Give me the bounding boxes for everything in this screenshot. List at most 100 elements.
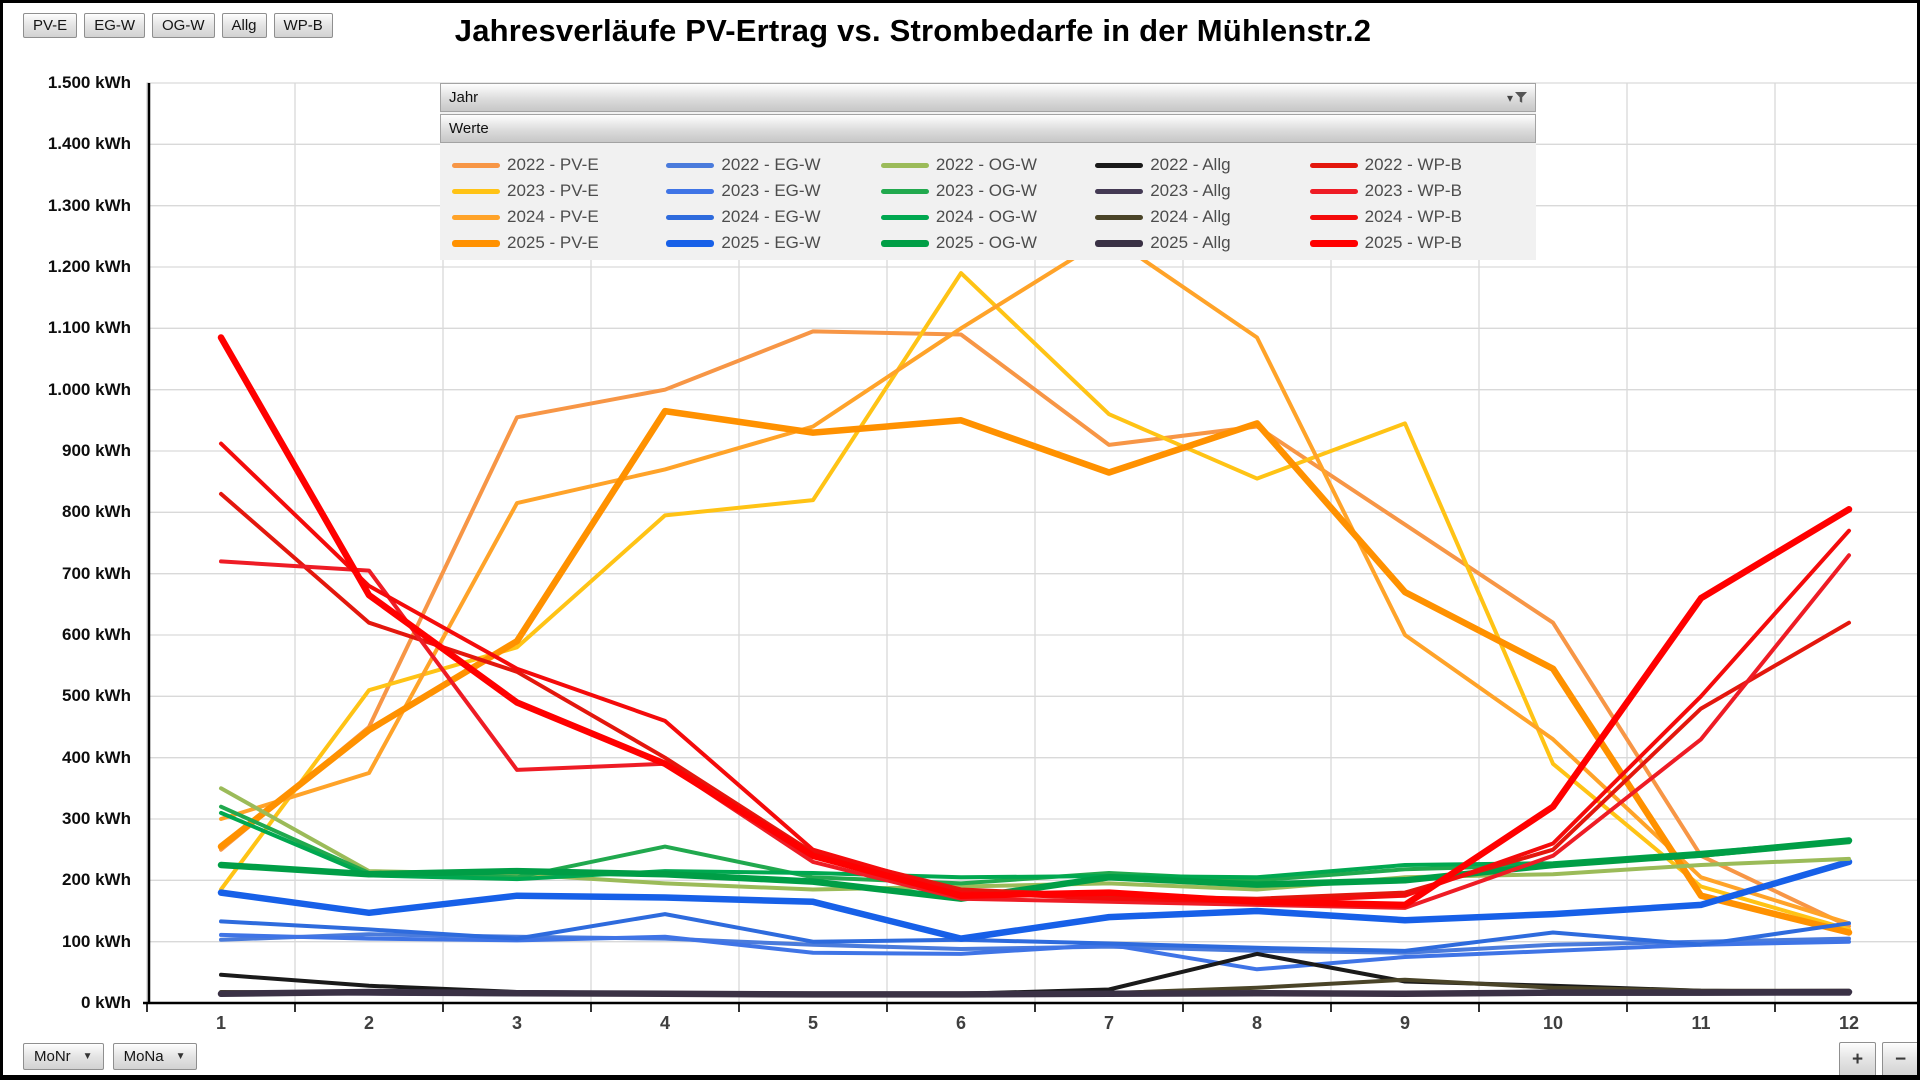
series-line-2023-eg-w: [219, 932, 1851, 972]
y-axis-tick-label: 300 kWh: [62, 809, 131, 828]
legend-swatch-icon: [1309, 214, 1358, 220]
legend-swatch-icon: [880, 188, 929, 194]
legend-item-2025-pv-e: 2025 - PV-E: [452, 233, 666, 253]
legend-swatch-icon: [880, 214, 929, 220]
x-axis-tick-label: 7: [1103, 1013, 1114, 1033]
legend-swatch-icon: [666, 214, 715, 220]
legend-item-2023-wp-b: 2023 - WP-B: [1309, 181, 1524, 201]
zoom-buttons: + −: [1839, 1042, 1917, 1075]
series-line-2022-pv-e: [219, 329, 1851, 929]
field-button-eg-w[interactable]: EG-W: [84, 13, 146, 38]
legend-row-2025: 2025 - PV-E 2025 - EG-W 2025 - OG-W 2025 - …: [452, 230, 1524, 256]
legend-item-label: 2022 - EG-W: [721, 155, 821, 174]
jahr-filter-control[interactable]: ▾: [1506, 90, 1527, 105]
legend-item-label: 2025 - OG-W: [935, 233, 1037, 252]
axis-field-button-label: MoNr: [34, 1048, 71, 1065]
legend-swatch-icon: [1095, 188, 1144, 194]
series-line-2025-eg-w: [217, 858, 1853, 942]
y-axis-tick-label: 1.200 kWh: [47, 257, 131, 276]
legend-item-label: 2023 - PV-E: [507, 181, 599, 200]
legend-swatch-icon: [666, 239, 715, 247]
legend-item-2024-og-w: 2024 - OG-W: [880, 207, 1095, 227]
series-line-2023-wp-b: [219, 553, 1851, 910]
field-button-pv-e[interactable]: PV-E: [23, 13, 78, 38]
field-button-wp-b[interactable]: WP-B: [273, 13, 333, 38]
x-axis-tick-label: 10: [1542, 1013, 1564, 1033]
chevron-down-icon: ▼: [82, 1051, 93, 1062]
zoom-out-button[interactable]: −: [1882, 1042, 1917, 1075]
legend-swatch-icon: [1095, 239, 1144, 247]
field-button-og-w[interactable]: OG-W: [152, 13, 215, 38]
legend-item-label: 2024 - Allg: [1150, 207, 1231, 226]
x-axis-tick-label: 9: [1399, 1013, 1410, 1033]
legend-item-2022-eg-w: 2022 - EG-W: [666, 155, 880, 175]
x-axis-tick-label: 1: [215, 1013, 226, 1033]
y-axis-tick-label: 500 kWh: [62, 686, 131, 706]
legend-item-2022-og-w: 2022 - OG-W: [880, 155, 1095, 175]
legend-swatch-icon: [880, 239, 929, 247]
legend-box: Jahr ▾ Werte 2022 - PV-E 2022 - EG-W 2022 …: [440, 83, 1536, 260]
x-axis-tick-label: 8: [1251, 1013, 1262, 1033]
legend-item-label: 2023 - EG-W: [721, 181, 821, 200]
y-axis-tick-label: 1.100 kWh: [47, 318, 131, 338]
legend-values-bar-werte[interactable]: Werte: [440, 114, 1536, 143]
legend-swatch-icon: [1095, 162, 1144, 168]
legend-item-2025-wp-b: 2025 - WP-B: [1309, 233, 1524, 253]
legend-item-2025-eg-w: 2025 - EG-W: [666, 233, 880, 253]
axis-field-button-monr[interactable]: MoNr ▼: [23, 1043, 104, 1070]
y-axis-tick-label: 100 kWh: [62, 931, 131, 951]
zoom-in-button[interactable]: +: [1839, 1042, 1876, 1075]
series-line-2025-wp-b: [217, 334, 1853, 909]
legend-item-label: 2025 - PV-E: [507, 233, 599, 252]
legend-swatch-icon: [666, 188, 715, 194]
x-axis-tick-label: 4: [659, 1013, 670, 1033]
x-axis-tick-label: 6: [955, 1013, 966, 1033]
y-axis-tick-label: 1.000 kWh: [47, 379, 131, 399]
legend-item-label: 2023 - Allg: [1150, 181, 1231, 200]
legend-item-label: 2024 - EG-W: [721, 207, 821, 226]
axes: [143, 83, 1917, 1012]
legend-item-label: 2022 - PV-E: [507, 155, 599, 174]
y-axis-tick-label: 200 kWh: [62, 870, 131, 890]
y-axis-tick-label: 1.300 kWh: [47, 195, 131, 215]
legend-swatch-icon: [1309, 239, 1358, 247]
legend-swatch-icon: [452, 214, 500, 220]
legend-swatch-icon: [1095, 214, 1144, 220]
legend-item-2022-pv-e: 2022 - PV-E: [452, 155, 666, 175]
legend-swatch-icon: [1309, 188, 1358, 194]
y-axis-tick-label: 600 kWh: [62, 625, 131, 644]
legend-swatch-icon: [880, 162, 929, 168]
legend-item-label: 2023 - WP-B: [1364, 181, 1462, 200]
y-axis-tick-label: 400 kWh: [62, 747, 131, 767]
chevron-down-icon: ▾: [1506, 90, 1513, 105]
field-button-allg[interactable]: Allg: [221, 13, 267, 38]
x-axis-tick-label: 12: [1838, 1013, 1860, 1033]
filter-funnel-icon: [1515, 91, 1527, 103]
legend-item-label: 2024 - OG-W: [935, 207, 1037, 226]
y-axis-tick-label: 0 kWh: [80, 993, 131, 1012]
legend-item-2024-pv-e: 2024 - PV-E: [452, 207, 666, 227]
legend-item-label: 2022 - OG-W: [935, 155, 1037, 174]
legend-swatch-icon: [1309, 162, 1358, 168]
legend-item-2025-allg: 2025 - Allg: [1095, 233, 1309, 253]
legend-item-2023-eg-w: 2023 - EG-W: [666, 181, 880, 201]
x-axis-tick-label: 5: [807, 1013, 818, 1033]
legend-item-label: 2025 - WP-B: [1364, 233, 1462, 252]
x-axis-tick-label: 2: [363, 1013, 374, 1033]
legend-field-bar-jahr[interactable]: Jahr ▾: [440, 83, 1536, 112]
y-axis-tick-label: 700 kWh: [62, 563, 131, 583]
legend-item-label: 2024 - PV-E: [507, 207, 599, 226]
legend-item-2023-pv-e: 2023 - PV-E: [452, 181, 666, 201]
legend-swatch-icon: [452, 188, 500, 194]
legend-item-label: 2025 - EG-W: [721, 233, 821, 252]
legend-values-bar-label: Werte: [449, 120, 489, 137]
axis-field-button-mona[interactable]: MoNa ▼: [112, 1043, 197, 1070]
x-axis-tick-label: 3: [511, 1013, 522, 1033]
legend-swatch-icon: [452, 239, 500, 247]
legend-item-label: 2024 - WP-B: [1364, 207, 1462, 226]
y-axis-tick-label: 800 kWh: [62, 502, 131, 522]
legend-row-2024: 2024 - PV-E 2024 - EG-W 2024 - OG-W 2024 - …: [452, 204, 1524, 230]
legend-item-2024-eg-w: 2024 - EG-W: [666, 207, 880, 227]
series-line-2025-og-w: [217, 837, 1853, 902]
